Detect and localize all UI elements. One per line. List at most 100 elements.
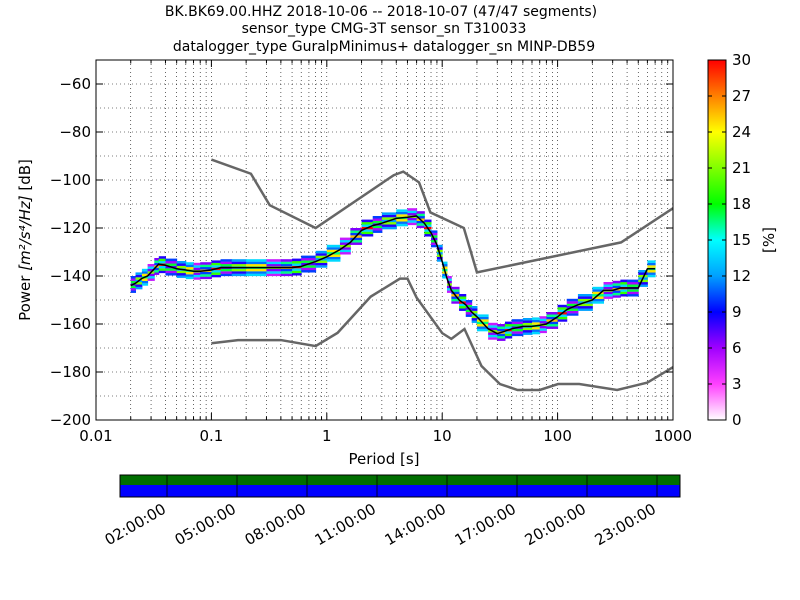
grid-lines: [96, 60, 673, 420]
density-cell: [165, 261, 178, 264]
y-axis: −200 −180 −160 −140 −120 −100 −80 −60: [50, 75, 673, 429]
availability-time-label: 02:00:00: [102, 500, 169, 549]
density-cell: [546, 324, 559, 327]
density-cell: [315, 262, 328, 266]
density-cell: [592, 291, 605, 295]
density-cell: [211, 260, 222, 263]
density-cell: [627, 279, 639, 283]
density-cell: [141, 271, 149, 274]
density-cell: [407, 222, 418, 226]
density-cell: [315, 250, 328, 254]
density-cell: [154, 270, 160, 273]
density-cell: [135, 274, 143, 278]
density-cell: [627, 294, 639, 297]
density-cell: [638, 282, 648, 285]
density-cell: [185, 264, 195, 268]
density-cell: [176, 275, 187, 278]
density-cell: [292, 258, 302, 262]
density-cell: [557, 304, 568, 308]
density-cell: [154, 258, 160, 261]
density-cell: [396, 214, 408, 217]
density-cell: [361, 222, 374, 225]
density-cell: [350, 228, 363, 231]
density-cell: [577, 296, 593, 299]
density-cell: [147, 268, 155, 272]
density-cell: [577, 308, 593, 311]
density-cell: [339, 242, 351, 245]
density-cell: [504, 333, 513, 337]
density-cell: [603, 284, 614, 287]
density-cell: [165, 268, 178, 271]
density-cell: [361, 231, 374, 235]
density-cell: [231, 261, 247, 265]
density-cell: [326, 259, 341, 262]
colorbar-tick-label: 0: [732, 411, 742, 429]
density-cell: [135, 286, 143, 290]
density-cell: [504, 331, 513, 334]
density-cell: [592, 289, 605, 292]
density-cell: [396, 223, 408, 227]
density-cell: [504, 324, 513, 327]
density-cell: [511, 331, 524, 334]
density-cell: [436, 244, 443, 248]
density-cell: [465, 314, 473, 317]
density-cell: [476, 324, 489, 327]
density-cell: [511, 324, 524, 327]
title-line-2: sensor_type CMG-3T sensor_sn T310033: [242, 21, 527, 37]
density-cell: [451, 291, 460, 295]
density-cell: [497, 338, 506, 341]
noise-models: [210, 158, 673, 392]
colorbar-tick-label: 6: [732, 339, 742, 357]
density-cell: [246, 264, 267, 267]
density-cell: [539, 318, 547, 322]
availability-time-label: 17:00:00: [452, 500, 519, 549]
density-cell: [612, 295, 621, 298]
density-cell: [627, 289, 639, 292]
density-cell: [361, 219, 374, 223]
density-cell: [546, 316, 559, 320]
density-cell: [471, 310, 478, 314]
y-axis-label-suffix: [dB]: [16, 159, 34, 195]
density-cell: [522, 318, 533, 321]
density-cell: [280, 273, 293, 277]
density-cell: [620, 291, 628, 295]
density-cell: [612, 280, 621, 284]
density-cell: [424, 222, 432, 225]
density-cell: [231, 264, 247, 267]
colorbar-tick-label: 24: [732, 123, 751, 141]
data-availability-bar: 02:00:00 05:00:00 08:00:00 11:00:00 14:00:00…: [102, 474, 681, 549]
density-cell: [522, 322, 533, 326]
density-cell: [620, 289, 628, 292]
density-cell: [361, 224, 374, 227]
density-cell: [566, 313, 579, 316]
density-cell: [488, 322, 498, 326]
density-cell: [381, 224, 397, 227]
density-cell: [459, 296, 467, 299]
availability-time-label: 23:00:00: [592, 500, 659, 549]
density-cell: [266, 259, 282, 262]
density-cell: [193, 272, 201, 275]
density-cell: [522, 330, 533, 333]
density-cell: [603, 291, 614, 295]
density-cell: [292, 261, 302, 264]
density-cell: [231, 271, 247, 274]
density-cell: [424, 229, 432, 232]
density-cell: [592, 298, 605, 302]
density-cell: [577, 298, 593, 302]
density-cell: [361, 229, 374, 232]
density-cell: [158, 261, 166, 264]
density-cell: [557, 314, 568, 317]
density-cell: [301, 260, 317, 263]
density-cell: [612, 292, 621, 296]
density-cell: [424, 231, 432, 235]
availability-time-label: 08:00:00: [242, 500, 309, 549]
density-cell: [211, 274, 222, 278]
density-cell: [193, 277, 201, 280]
y-axis-label-prefix: Power: [16, 271, 34, 321]
density-cell: [231, 273, 247, 277]
density-cell: [246, 268, 267, 272]
x-axis: 0.01 0.1 1 10 100 1000: [79, 60, 692, 445]
density-cell: [158, 268, 166, 271]
density-cell: [292, 270, 302, 274]
density-cell: [381, 214, 397, 218]
